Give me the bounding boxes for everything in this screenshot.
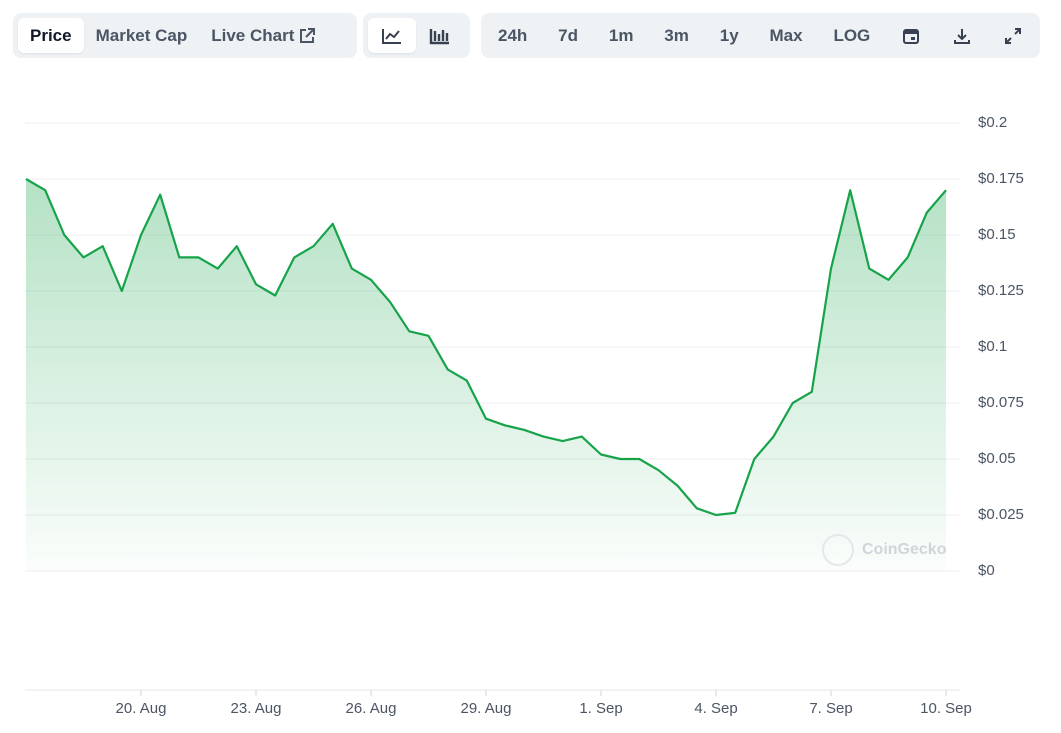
y-tick-label: $0.2: [978, 114, 1007, 131]
watermark: CoinGecko: [862, 541, 947, 558]
range-group: 24h 7d 1m 3m 1y Max LOG: [481, 13, 1040, 58]
range-button[interactable]: 1m: [608, 25, 634, 45]
y-tick-label: $0.1: [978, 338, 1007, 355]
calendar-icon: [903, 28, 920, 44]
download-icon: [954, 28, 971, 44]
x-tick-label: 26. Aug: [346, 700, 397, 717]
range-button[interactable]: 7d: [558, 25, 578, 45]
candle-chart-button[interactable]: [416, 18, 464, 53]
tab-label: Live Chart: [211, 25, 295, 45]
range-button[interactable]: 3m: [664, 25, 689, 45]
tab[interactable]: Live Chart: [199, 18, 328, 53]
price-line: [25, 178, 947, 517]
price-area: [26, 179, 946, 571]
x-tick-label: 7. Sep: [809, 700, 852, 717]
x-tick-label: 4. Sep: [694, 700, 737, 717]
tab[interactable]: Market Cap: [95, 25, 188, 45]
watermark-logo: [822, 534, 854, 566]
range-button[interactable]: LOG: [833, 25, 871, 45]
x-tick-label: 23. Aug: [231, 700, 282, 717]
y-tick-label: $0.05: [978, 450, 1016, 467]
y-tick-label: $0.15: [978, 226, 1016, 243]
y-tick-label: $0.125: [978, 282, 1024, 299]
tab-group: Price Market Cap Live Chart: [13, 13, 357, 58]
download-button[interactable]: [940, 18, 984, 53]
y-tick-label: $0.025: [978, 506, 1024, 523]
calendar-button[interactable]: [889, 18, 933, 53]
x-tick-label: 10. Sep: [920, 700, 972, 717]
x-tick-label: 29. Aug: [461, 700, 512, 717]
range-button[interactable]: Max: [769, 25, 803, 45]
external-icon: [300, 27, 316, 43]
y-tick-label: $0.175: [978, 170, 1024, 187]
line-chart-button[interactable]: [368, 18, 416, 53]
x-tick-label: 20. Aug: [116, 700, 167, 717]
y-tick-label: $0.075: [978, 394, 1024, 411]
range-button[interactable]: 24h: [498, 25, 528, 45]
line-icon: [382, 28, 401, 44]
y-tick-label: $0: [978, 562, 995, 579]
range-button[interactable]: 1y: [719, 25, 739, 45]
x-tick-label: 1. Sep: [579, 700, 622, 717]
candle-icon: [429, 28, 449, 44]
chart-type-group: [363, 13, 470, 58]
expand-icon: [1004, 27, 1021, 44]
fullscreen-button[interactable]: [991, 18, 1035, 53]
tab[interactable]: Price: [18, 18, 84, 53]
